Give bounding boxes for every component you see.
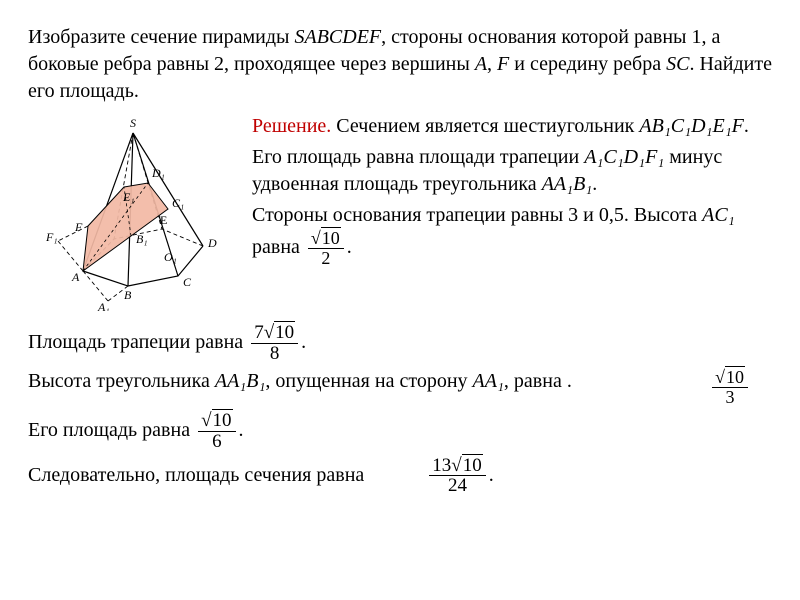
- edge-sc: SC: [666, 53, 689, 75]
- fraction-height: 10 3: [712, 368, 748, 407]
- text: ,: [487, 53, 497, 75]
- svg-text:C: C: [183, 275, 192, 289]
- triangle-name: AA₁B₁: [542, 173, 593, 195]
- hexagon-name: AB₁C₁D₁E₁F: [639, 115, 743, 137]
- solution-label: Решение.: [252, 115, 331, 137]
- text: Высота треугольника: [28, 370, 215, 392]
- svg-text:B₁: B₁: [136, 232, 148, 246]
- svg-text:F₁: F₁: [45, 230, 58, 244]
- fraction-trap-area: 710 8: [251, 323, 298, 364]
- svg-text:S: S: [130, 116, 136, 130]
- text: Стороны основания трапеции равны 3 и 0,5…: [252, 204, 702, 226]
- solution-line-7: Следовательно, площадь сечения равна 131…: [28, 456, 772, 497]
- svg-text:F: F: [74, 220, 83, 234]
- text: Следовательно, площадь сечения равна: [28, 464, 369, 486]
- svg-text:D₁: D₁: [151, 166, 165, 180]
- solution-line-1: Решение. Сечением является шестиугольник…: [252, 113, 772, 140]
- svg-text:C₁: C₁: [172, 196, 184, 210]
- solution-line-4: Площадь трапеции равна 710 8 .: [28, 323, 772, 364]
- ac1: AC₁: [702, 204, 735, 226]
- svg-text:E₁: E₁: [122, 190, 135, 204]
- svg-text:A: A: [71, 270, 80, 284]
- svg-text:D: D: [207, 236, 217, 250]
- text: , опущенная на сторону: [265, 370, 472, 392]
- text: Его площадь равна площади трапеции: [252, 146, 584, 168]
- vertex-f: F: [497, 53, 509, 75]
- svg-text:A₁: A₁: [97, 300, 110, 311]
- svg-text:E: E: [160, 213, 167, 227]
- text: Сечением является шестиугольник: [331, 115, 639, 137]
- tri-name-2: AA₁B₁: [215, 370, 266, 392]
- pyramid-diagram: S A B C D E F B₁ C₁ D₁ E₁ F₁ A₁ O₁: [28, 111, 238, 319]
- svg-text:O₁: O₁: [164, 250, 177, 264]
- vertex-a: A: [475, 53, 487, 75]
- text: Его площадь равна: [28, 419, 195, 441]
- fraction-tri-area: 10 6: [198, 411, 235, 452]
- trapezoid-name: A₁C₁D₁F₁: [584, 146, 664, 168]
- solution-line-2: Его площадь равна площади трапеции A₁C₁D…: [252, 144, 772, 198]
- solution-line-6: Его площадь равна 10 6 .: [28, 411, 772, 452]
- problem-statement: Изобразите сечение пирамиды SABCDEF, сто…: [28, 24, 772, 105]
- text: .: [592, 173, 597, 195]
- fraction-final: 1310 24: [429, 456, 485, 497]
- text: , равна: [504, 370, 567, 392]
- fraction-ac1: 10 2: [308, 229, 344, 268]
- text: Площадь трапеции равна: [28, 331, 248, 353]
- solution-line-3: Стороны основания трапеции равны 3 и 0,5…: [252, 202, 772, 268]
- aa1: AA₁: [473, 370, 504, 392]
- pyramid-name: SABCDEF: [294, 26, 381, 48]
- text: .: [744, 115, 749, 137]
- text: Изобразите сечение пирамиды: [28, 26, 294, 48]
- solution-line-5: Высота треугольника AA₁B₁, опущенная на …: [28, 368, 772, 407]
- svg-text:B: B: [124, 288, 132, 302]
- text: и середину ребра: [509, 53, 666, 75]
- text: равна: [252, 236, 305, 258]
- solution-column: Решение. Сечением является шестиугольник…: [252, 111, 772, 270]
